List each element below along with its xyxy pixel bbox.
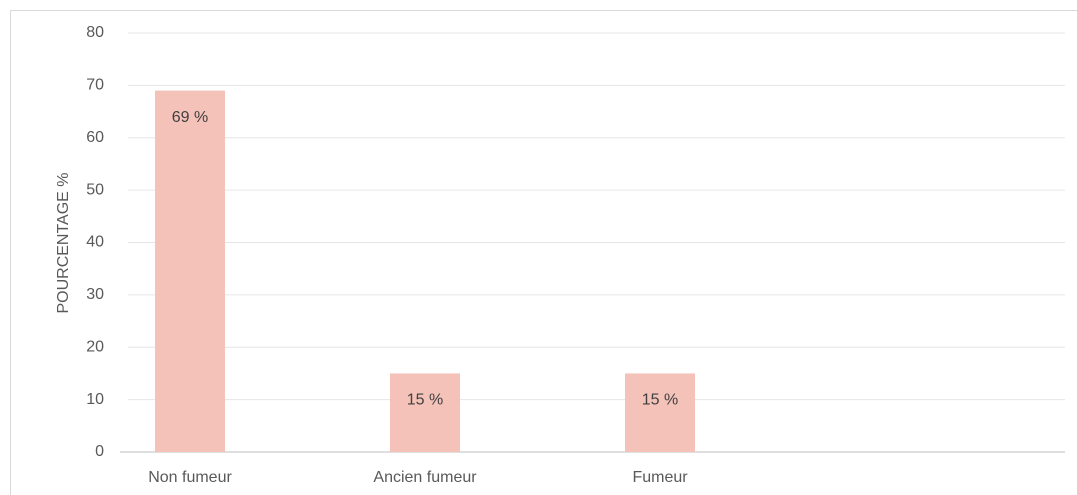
y-tick-label: 80: [86, 24, 104, 41]
data-label: 69 %: [172, 109, 208, 126]
data-label: 15 %: [642, 392, 678, 409]
data-label: 15 %: [407, 392, 443, 409]
bar: [625, 373, 695, 452]
y-tick-label: 20: [86, 338, 104, 355]
y-axis-label: POURCENTAGE %: [55, 172, 72, 313]
y-tick-label: 0: [95, 443, 104, 460]
y-tick-label: 10: [86, 391, 104, 408]
chart-frame: [10, 10, 1077, 495]
y-tick-label: 60: [86, 129, 104, 146]
y-tick-label: 70: [86, 77, 104, 94]
y-tick-label: 30: [86, 286, 104, 303]
bar: [390, 373, 460, 452]
x-tick-label: Non fumeur: [148, 469, 232, 486]
y-tick-label: 50: [86, 181, 104, 198]
x-tick-label: Ancien fumeur: [373, 469, 477, 486]
y-tick-label: 40: [86, 234, 104, 251]
x-tick-label: Fumeur: [632, 469, 688, 486]
bar: [155, 90, 225, 453]
